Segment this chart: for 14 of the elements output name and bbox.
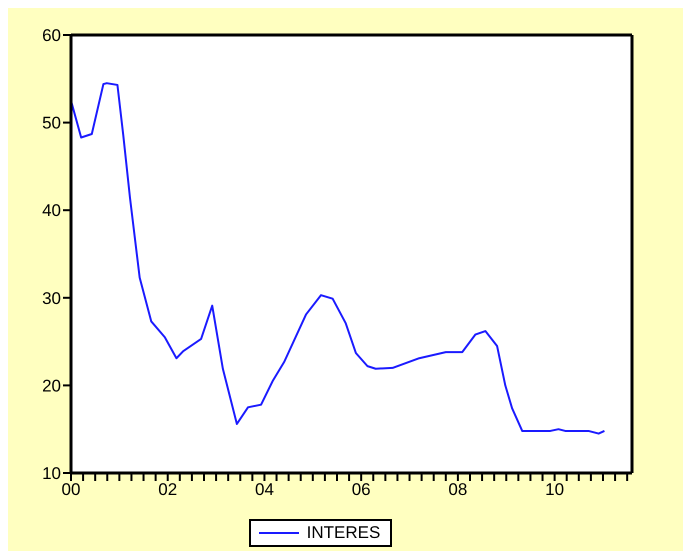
y-tick-label: 10 — [42, 464, 61, 484]
x-tick-label: 04 — [254, 480, 274, 500]
x-tick-label: 06 — [352, 480, 371, 500]
y-tick-label: 40 — [42, 201, 61, 220]
x-tick-label: 08 — [448, 480, 468, 500]
y-tick-label: 50 — [42, 114, 61, 133]
x-tick-label: 02 — [158, 480, 178, 500]
x-tick-label: 10 — [545, 480, 564, 500]
y-tick-label: 20 — [42, 376, 61, 396]
legend-label: INTERES — [306, 523, 380, 543]
y-tick-label: 60 — [42, 26, 61, 46]
x-tick-label: 00 — [62, 480, 80, 500]
y-tick-label: 30 — [42, 288, 61, 308]
line-series — [71, 82, 606, 435]
